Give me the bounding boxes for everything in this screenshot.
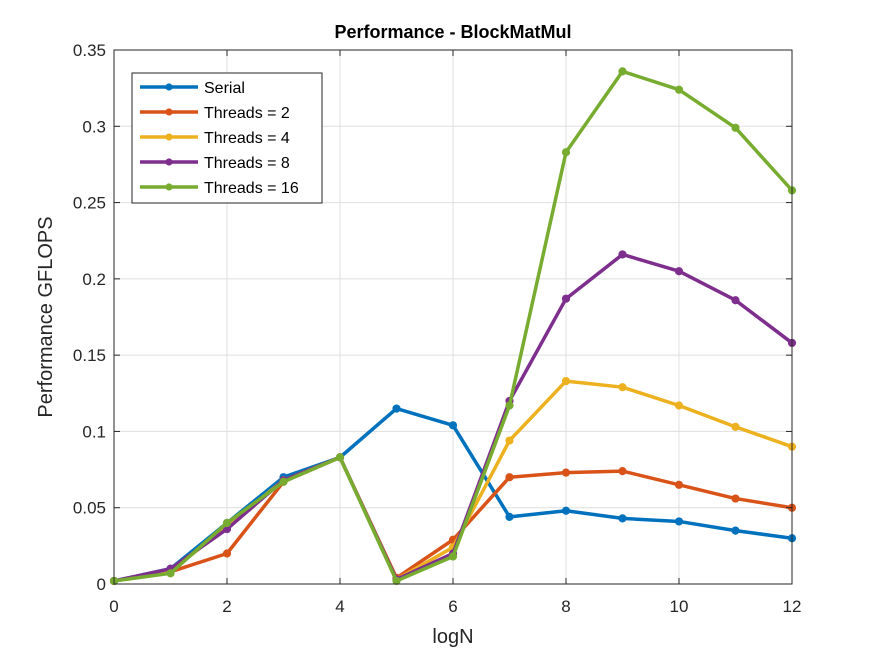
y-tick-label: 0: [97, 575, 106, 594]
data-point: [731, 422, 740, 431]
data-point: [674, 401, 684, 410]
legend-item: Threads = 16: [140, 180, 299, 197]
legend-item: Serial: [140, 80, 245, 97]
data-point: [731, 123, 740, 132]
data-point: [618, 514, 627, 523]
y-tick-label: 0.1: [82, 422, 106, 441]
data-point: [618, 67, 627, 76]
x-tick-label: 2: [222, 597, 231, 616]
data-point: [505, 401, 514, 410]
data-point: [731, 494, 740, 503]
legend-item: Threads = 4: [140, 130, 290, 147]
data-point: [674, 267, 684, 276]
legend-label: Threads = 8: [204, 155, 290, 172]
chart-title: Performance - BlockMatMul: [334, 22, 571, 42]
x-axis-label: logN: [432, 626, 473, 648]
legend-marker: [165, 183, 173, 191]
x-tick-label: 12: [783, 597, 802, 616]
series-layer: [109, 67, 797, 586]
legend-label: Threads = 4: [204, 130, 290, 147]
data-point: [561, 506, 571, 515]
data-point: [222, 518, 232, 528]
data-point: [505, 436, 514, 445]
data-point: [674, 517, 684, 526]
legend-label: Threads = 16: [204, 180, 299, 197]
data-point: [674, 480, 684, 489]
y-tick-label: 0.3: [82, 117, 106, 136]
ticks: [113, 49, 793, 585]
legend-label: Serial: [204, 80, 245, 97]
y-axis-label: Performance GFLOPS: [35, 216, 57, 417]
data-point: [448, 421, 458, 430]
data-point: [222, 549, 232, 558]
x-tick-label: 4: [335, 597, 344, 616]
y-tick-label: 0.05: [73, 499, 106, 518]
y-tick-label: 0.2: [82, 270, 106, 289]
data-point: [392, 404, 401, 413]
data-point: [731, 296, 740, 305]
data-point: [335, 453, 345, 462]
data-point: [618, 466, 627, 476]
legend-marker: [165, 83, 173, 91]
data-point: [561, 294, 571, 303]
legend-item: Threads = 8: [140, 155, 290, 172]
legend: Serial Threads = 2 Threads = 4 Threads = 8 T…: [131, 72, 323, 204]
legend-marker: [165, 158, 173, 166]
legend-marker: [165, 133, 173, 141]
legend-marker: [165, 108, 173, 116]
data-point: [448, 552, 458, 561]
data-point: [731, 526, 740, 535]
x-tick-label: 8: [561, 597, 570, 616]
data-point: [561, 468, 571, 477]
x-tick-label: 6: [448, 597, 457, 616]
data-point: [392, 576, 401, 586]
data-point: [505, 512, 514, 521]
legend-label: Threads = 2: [204, 105, 290, 122]
data-point: [505, 473, 514, 482]
x-tick-label: 10: [670, 597, 689, 616]
tick-labels: 0 2 4 6 8 10 12 0 0.05 0.1 0.15 0.2 0.25 0.3 0.35: [73, 41, 802, 616]
data-point: [279, 477, 288, 486]
data-point: [618, 383, 627, 392]
data-point: [618, 250, 627, 259]
data-point: [674, 85, 684, 94]
legend-item: Threads = 2: [140, 105, 290, 122]
y-tick-label: 0.35: [73, 41, 106, 60]
y-tick-label: 0.15: [73, 346, 106, 365]
data-point: [166, 569, 175, 578]
x-tick-label: 0: [109, 597, 118, 616]
y-tick-label: 0.25: [73, 194, 106, 213]
data-point: [561, 148, 571, 157]
data-point: [561, 376, 571, 386]
